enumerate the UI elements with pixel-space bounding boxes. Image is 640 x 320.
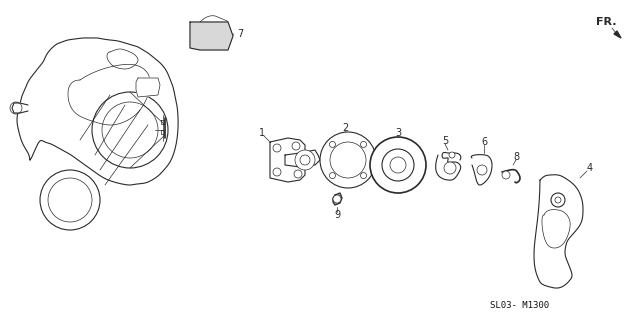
Polygon shape — [333, 193, 342, 205]
Circle shape — [330, 142, 366, 178]
Circle shape — [382, 149, 414, 181]
Polygon shape — [542, 210, 570, 248]
Text: 4: 4 — [587, 163, 593, 173]
Circle shape — [273, 168, 281, 176]
Circle shape — [390, 157, 406, 173]
Polygon shape — [190, 22, 233, 50]
Polygon shape — [285, 150, 320, 167]
Circle shape — [294, 170, 302, 178]
Text: 8: 8 — [513, 152, 519, 162]
Text: 7: 7 — [237, 29, 243, 39]
Circle shape — [292, 142, 300, 150]
Circle shape — [502, 171, 510, 179]
Circle shape — [555, 197, 561, 203]
Text: 6: 6 — [481, 137, 487, 147]
Text: 9: 9 — [334, 210, 340, 220]
Text: SL03- M1300: SL03- M1300 — [490, 301, 549, 310]
Circle shape — [320, 132, 376, 188]
Circle shape — [295, 150, 315, 170]
Text: 1: 1 — [259, 128, 265, 138]
Circle shape — [477, 165, 487, 175]
Text: 2: 2 — [342, 123, 348, 133]
Circle shape — [444, 162, 456, 174]
Text: FR.: FR. — [596, 17, 616, 27]
Polygon shape — [471, 155, 492, 185]
Circle shape — [449, 152, 455, 158]
Polygon shape — [136, 78, 160, 97]
Text: 5: 5 — [442, 136, 448, 146]
Circle shape — [333, 195, 341, 203]
Polygon shape — [12, 103, 28, 113]
Circle shape — [330, 141, 335, 148]
Circle shape — [360, 141, 367, 148]
Circle shape — [370, 137, 426, 193]
Circle shape — [551, 193, 565, 207]
Circle shape — [360, 172, 367, 179]
Text: 3: 3 — [395, 128, 401, 138]
Circle shape — [300, 155, 310, 165]
Polygon shape — [614, 31, 621, 38]
Polygon shape — [270, 138, 305, 182]
Polygon shape — [534, 175, 583, 288]
Circle shape — [330, 172, 335, 179]
Circle shape — [273, 144, 281, 152]
